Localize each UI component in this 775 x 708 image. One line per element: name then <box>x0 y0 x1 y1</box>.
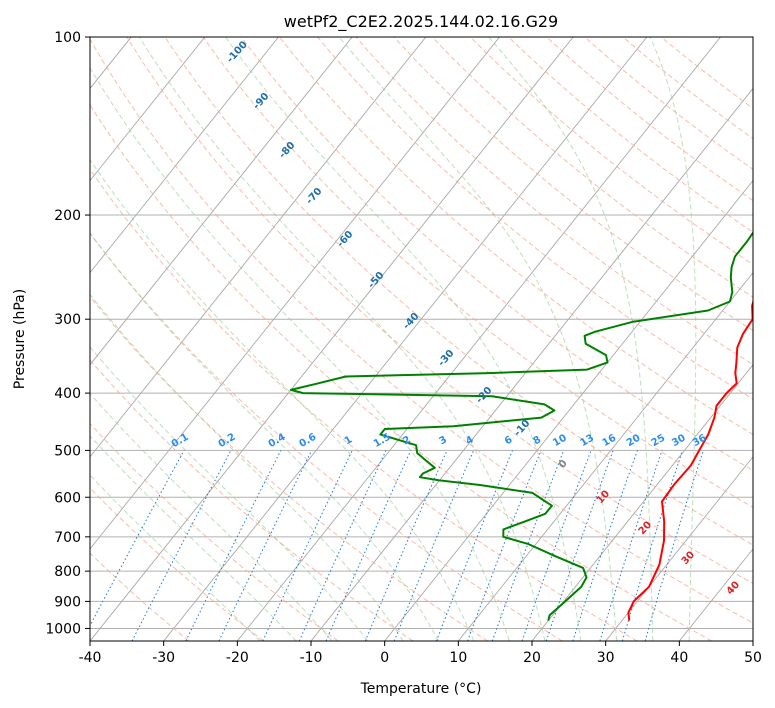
x-tick-label: 30 <box>597 650 615 666</box>
isotherm-line <box>531 364 753 641</box>
plot-frame <box>89 36 754 642</box>
moist-adiabat <box>90 346 369 641</box>
mixing-ratio-label: 6 <box>503 434 515 447</box>
y-axis-title: Pressure (hPa) <box>12 289 28 389</box>
y-tick-label: 100 <box>54 30 81 46</box>
dry-adiabat <box>90 232 563 641</box>
mixing-ratio-line <box>298 450 387 641</box>
y-tick-label: 400 <box>54 386 81 402</box>
mixing-ratio-line <box>185 450 282 641</box>
mixing-ratio-line <box>435 450 513 641</box>
dry-adiabat <box>240 37 753 472</box>
y-tick-label: 700 <box>54 530 81 546</box>
dry-adiabat <box>622 37 753 140</box>
dewpoint-line <box>289 231 753 621</box>
moist-adiabat <box>488 37 654 641</box>
isotherm-line <box>90 37 279 274</box>
dry-adiabat <box>90 168 638 641</box>
dry-adiabat <box>508 37 753 233</box>
isotherm-line <box>163 37 648 641</box>
isotherm-line <box>90 37 427 458</box>
moist-adiabat <box>90 392 333 641</box>
dry-adiabat <box>279 37 753 435</box>
mixing-ratio-line <box>491 450 565 641</box>
x-tick-label: -30 <box>152 650 175 666</box>
x-tick-label: 40 <box>670 650 688 666</box>
y-tick-label: 800 <box>54 564 81 580</box>
dry-adiabat <box>431 37 753 298</box>
isotherm-line <box>310 87 753 641</box>
dry-adiabat <box>164 37 753 546</box>
isotherm-line <box>90 37 574 641</box>
mixing-ratio-label: 4 <box>464 434 476 447</box>
mixing-ratio-line <box>644 450 704 641</box>
mixing-ratio-line <box>572 450 638 641</box>
moist-adiabat <box>649 37 697 641</box>
mixing-ratio-line <box>90 450 185 627</box>
mixing-ratio-line <box>521 450 592 641</box>
moist-adiabat <box>90 474 261 641</box>
y-tick-label: 500 <box>54 443 81 459</box>
y-tick-label: 1000 <box>45 621 81 637</box>
moist-adiabat <box>225 37 582 641</box>
chart-title: wetPf2_C2E2.2025.144.02.16.G29 <box>284 12 558 32</box>
mixing-ratio-line <box>364 450 448 641</box>
isotherm-line <box>90 37 206 182</box>
series-layer <box>289 231 753 621</box>
x-tick-label: 0 <box>380 650 389 666</box>
isotherm-line <box>90 37 353 366</box>
dry-adiabat <box>355 37 753 366</box>
y-tick-label: 200 <box>54 208 81 224</box>
x-tick-label: 50 <box>744 650 762 666</box>
moist-adiabat <box>90 158 475 641</box>
moist-adiabat <box>90 293 404 641</box>
moist-adiabat <box>90 66 510 641</box>
y-tick-label: 300 <box>54 312 81 328</box>
mixing-ratio-line <box>545 450 614 641</box>
dry-adiabat <box>584 37 753 170</box>
isotherm-line <box>605 456 753 641</box>
mixing-ratio-label: 8 <box>531 434 543 447</box>
mixing-ratio-label: 3 <box>437 434 449 447</box>
mixing-ratio-line <box>599 450 663 641</box>
isotherm-line <box>236 37 721 641</box>
x-axis-title: Temperature (°C) <box>360 681 482 697</box>
isotherm-line <box>90 37 500 550</box>
y-tick-label: 900 <box>54 594 81 610</box>
y-axis: 100 200 300 400 500 600 700 800 900 1000 <box>45 30 90 637</box>
mixing-ratio-line <box>393 450 475 641</box>
isotherm-line <box>457 271 753 641</box>
x-tick-label: 20 <box>523 650 541 666</box>
dry-adiabat <box>90 295 488 641</box>
x-axis: -40 -30 -20 -10 0 10 20 30 40 50 <box>79 641 762 666</box>
x-tick-label: -20 <box>226 650 249 666</box>
x-tick-label: -40 <box>79 650 102 666</box>
grid-layer <box>90 37 753 641</box>
x-tick-label: -10 <box>300 650 323 666</box>
mixing-ratio-line <box>467 450 542 641</box>
mixing-ratio-line <box>325 450 412 641</box>
mixing-ratio-label: 1 <box>343 434 355 447</box>
moist-adiabat <box>90 435 297 641</box>
moist-adiabat <box>90 232 439 641</box>
dry-adiabat <box>90 422 339 641</box>
y-tick-label: 600 <box>54 490 81 506</box>
mixing-ratio-label: 2 <box>401 434 413 447</box>
dry-adiabat <box>90 103 712 641</box>
temperature-line <box>627 298 753 621</box>
x-tick-label: 10 <box>449 650 467 666</box>
isotherm-line <box>384 179 753 641</box>
dry-adiabat <box>90 38 753 624</box>
